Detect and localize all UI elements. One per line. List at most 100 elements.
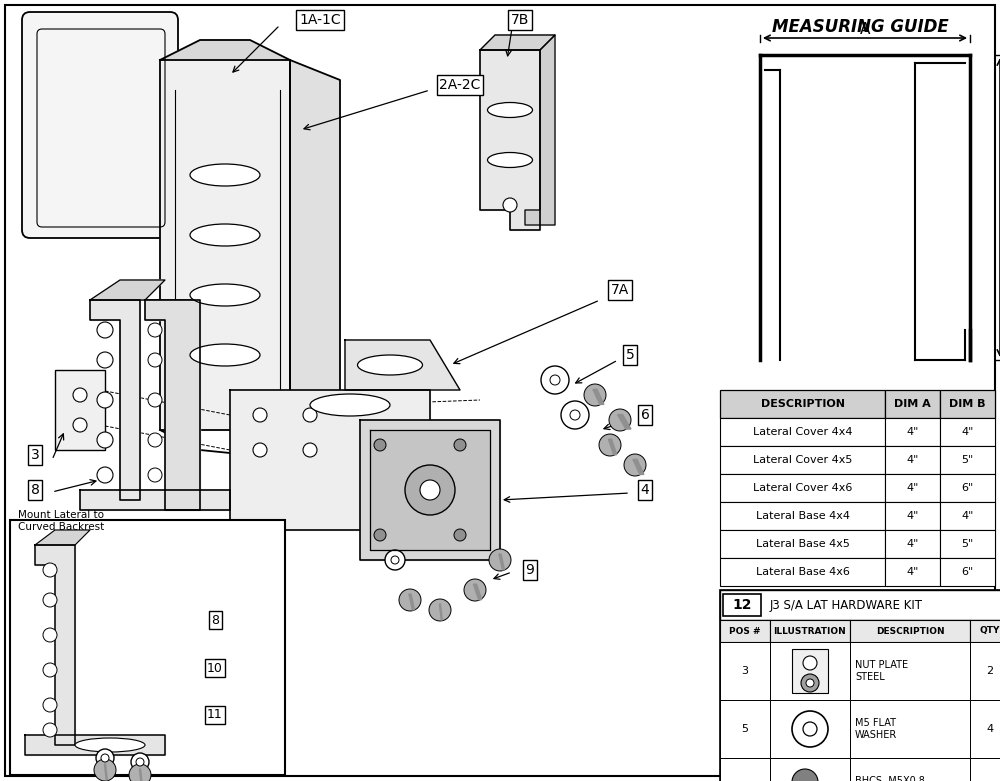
Circle shape: [454, 529, 466, 541]
Polygon shape: [593, 390, 604, 405]
Text: NUT PLATE
STEEL: NUT PLATE STEEL: [855, 660, 908, 682]
Circle shape: [792, 769, 818, 781]
Circle shape: [97, 322, 113, 338]
Text: MEASURING GUIDE: MEASURING GUIDE: [772, 18, 948, 36]
Bar: [720, 558, 885, 586]
Text: 6": 6": [961, 567, 974, 577]
Circle shape: [253, 408, 267, 422]
Bar: [720, 758, 770, 781]
Text: 7B: 7B: [511, 13, 529, 27]
Text: 4": 4": [906, 567, 919, 577]
Circle shape: [599, 434, 621, 456]
Ellipse shape: [358, 355, 422, 375]
Bar: [940, 502, 995, 530]
Bar: [940, 418, 995, 446]
Text: 6: 6: [641, 408, 649, 422]
Text: DIM B: DIM B: [949, 399, 986, 409]
Circle shape: [97, 352, 113, 368]
Text: M5 FLAT
WASHER: M5 FLAT WASHER: [855, 719, 897, 740]
Circle shape: [303, 408, 317, 422]
Bar: [770, 642, 850, 700]
Text: 7A: 7A: [611, 283, 629, 297]
Circle shape: [803, 722, 817, 736]
Text: Lateral Cover 4x5: Lateral Cover 4x5: [753, 455, 852, 465]
Text: A: A: [860, 23, 870, 37]
Bar: [850, 642, 970, 700]
Polygon shape: [345, 340, 460, 390]
Circle shape: [97, 392, 113, 408]
Text: 4": 4": [906, 483, 919, 493]
Circle shape: [148, 393, 162, 407]
Text: Mount Lateral to
Curved Backrest: Mount Lateral to Curved Backrest: [18, 510, 104, 532]
Text: 9: 9: [526, 563, 534, 577]
Circle shape: [303, 443, 317, 457]
Polygon shape: [35, 545, 75, 745]
Polygon shape: [160, 40, 290, 60]
Circle shape: [609, 409, 631, 431]
Circle shape: [43, 593, 57, 607]
Circle shape: [101, 754, 109, 762]
Circle shape: [801, 674, 819, 692]
Text: 3: 3: [742, 666, 748, 676]
Polygon shape: [104, 764, 107, 780]
Bar: [55, 370, 105, 450]
Text: 5: 5: [742, 724, 748, 734]
Ellipse shape: [190, 344, 260, 366]
Polygon shape: [409, 594, 415, 610]
Polygon shape: [360, 420, 500, 560]
Bar: [720, 620, 770, 642]
Polygon shape: [139, 769, 142, 781]
Bar: [720, 418, 885, 446]
Bar: [850, 758, 970, 781]
Text: QTY: QTY: [980, 626, 1000, 636]
Circle shape: [541, 366, 569, 394]
Circle shape: [148, 433, 162, 447]
Polygon shape: [230, 390, 430, 530]
Text: 11: 11: [207, 708, 223, 722]
Text: 2: 2: [986, 666, 994, 676]
Polygon shape: [35, 530, 90, 545]
Text: J3 S/A LAT HARDWARE KIT: J3 S/A LAT HARDWARE KIT: [770, 598, 923, 612]
Circle shape: [454, 439, 466, 451]
Bar: [940, 474, 995, 502]
Circle shape: [489, 549, 511, 571]
Circle shape: [96, 749, 114, 767]
Ellipse shape: [488, 102, 532, 117]
Text: 8: 8: [31, 483, 39, 497]
Polygon shape: [25, 735, 165, 755]
Circle shape: [374, 529, 386, 541]
Text: 4": 4": [906, 427, 919, 437]
Polygon shape: [90, 280, 165, 300]
Circle shape: [43, 698, 57, 712]
Text: Lateral Cover 4x4: Lateral Cover 4x4: [753, 427, 852, 437]
Bar: [940, 446, 995, 474]
FancyBboxPatch shape: [22, 12, 178, 238]
Bar: [850, 620, 970, 642]
Circle shape: [131, 753, 149, 771]
Circle shape: [97, 432, 113, 448]
Circle shape: [43, 563, 57, 577]
Circle shape: [391, 556, 399, 564]
Circle shape: [792, 711, 828, 747]
Circle shape: [803, 656, 817, 670]
Text: 12: 12: [732, 598, 752, 612]
Text: DIM A: DIM A: [894, 399, 931, 409]
Polygon shape: [90, 300, 140, 500]
Bar: [792, 649, 828, 693]
Circle shape: [561, 401, 589, 429]
Text: 4": 4": [961, 511, 974, 521]
Circle shape: [429, 599, 451, 621]
Bar: [770, 620, 850, 642]
Bar: [770, 758, 850, 781]
Bar: [970, 642, 1000, 700]
Circle shape: [503, 198, 517, 212]
Bar: [885, 558, 940, 586]
Bar: [720, 590, 1000, 620]
Circle shape: [129, 764, 151, 781]
Bar: [970, 620, 1000, 642]
Bar: [720, 474, 885, 502]
Text: 8: 8: [211, 614, 219, 626]
Circle shape: [420, 480, 440, 500]
Text: Lateral Base 4x5: Lateral Base 4x5: [756, 539, 849, 549]
Circle shape: [399, 589, 421, 611]
